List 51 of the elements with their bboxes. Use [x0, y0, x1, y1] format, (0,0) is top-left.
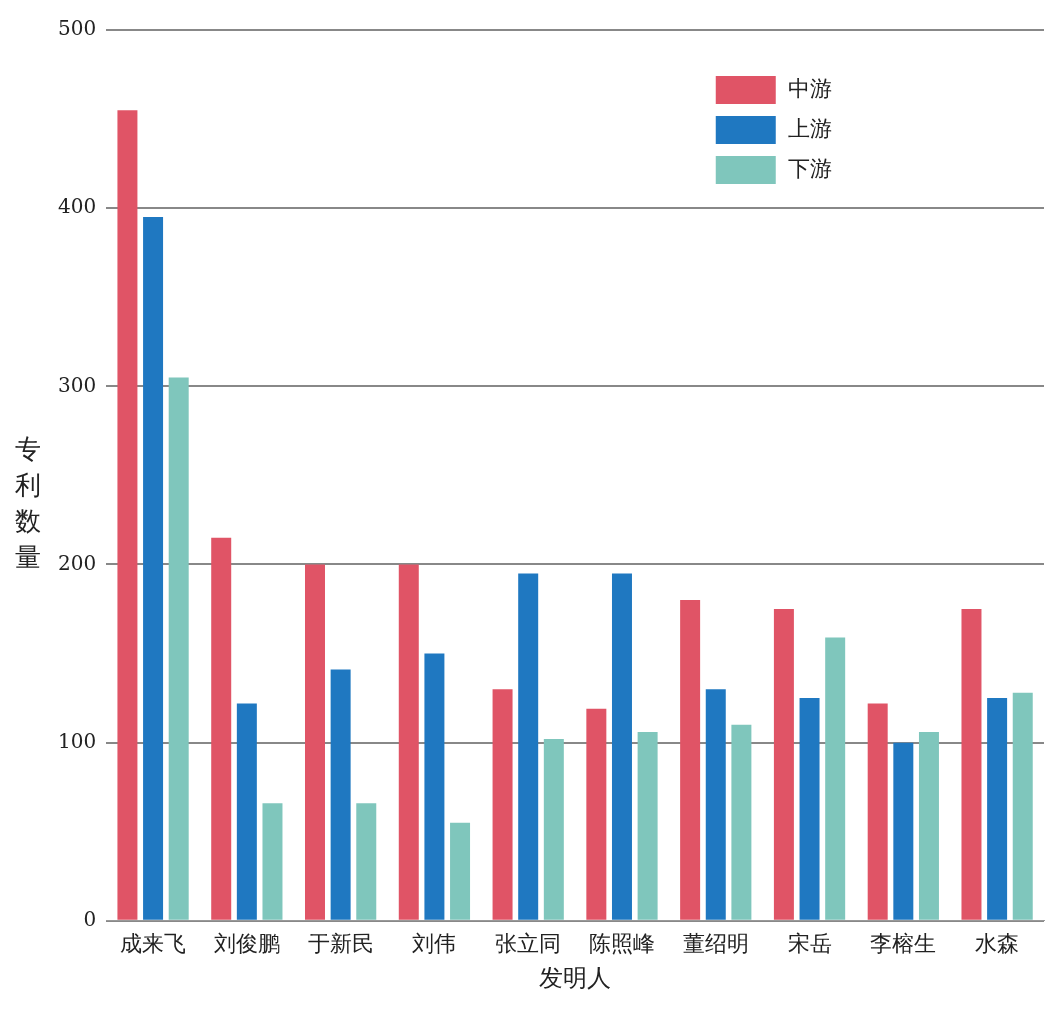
bar	[961, 609, 982, 920]
bar	[773, 609, 794, 920]
bar	[1012, 692, 1033, 920]
bar	[398, 564, 419, 920]
bar	[987, 698, 1008, 920]
y-tick-label: 400	[57, 194, 97, 219]
bar	[143, 217, 164, 920]
x-tick-label: 刘俊鹏	[213, 930, 280, 956]
bar	[731, 724, 752, 920]
bar	[825, 637, 846, 920]
y-tick-label: 200	[57, 550, 97, 575]
x-axis-title: 发明人	[539, 963, 612, 992]
bar	[424, 653, 445, 920]
bar	[330, 669, 351, 920]
bar	[262, 803, 283, 920]
bar	[867, 703, 888, 920]
x-tick-label: 宋岳	[787, 930, 832, 956]
bar	[799, 698, 820, 920]
x-tick-label: 成来飞	[120, 930, 187, 956]
y-tick-label: 500	[57, 16, 97, 41]
bar	[168, 377, 189, 920]
bar	[918, 731, 939, 920]
bar	[450, 822, 471, 920]
bar	[611, 573, 632, 920]
bar	[680, 600, 701, 920]
y-axis-title: 专利数量	[15, 433, 41, 574]
x-tick-label: 刘伟	[412, 930, 457, 956]
bar	[893, 742, 914, 920]
bar	[492, 689, 513, 920]
legend-label: 中游	[787, 75, 832, 101]
bar	[305, 564, 325, 920]
x-tick-label: 于新民	[307, 930, 374, 956]
x-tick-label: 李榕生	[870, 930, 937, 956]
bar	[705, 689, 726, 920]
y-tick-label: 300	[57, 372, 97, 397]
x-tick-label: 水森	[975, 930, 1020, 956]
bar	[211, 537, 232, 920]
bar	[356, 803, 377, 920]
x-tick-label: 张立同	[495, 930, 562, 956]
x-tick-label: 董绍明	[682, 930, 749, 956]
legend-label: 上游	[787, 115, 832, 141]
x-tick-label: 陈照峰	[588, 930, 655, 956]
legend-label: 下游	[787, 155, 832, 181]
y-tick-label: 0	[83, 907, 97, 931]
bar	[236, 703, 257, 920]
bar	[518, 573, 539, 920]
bar	[586, 708, 607, 920]
bar	[543, 739, 564, 920]
bar	[117, 110, 138, 920]
y-tick-label: 100	[57, 728, 97, 753]
bar	[637, 731, 658, 920]
